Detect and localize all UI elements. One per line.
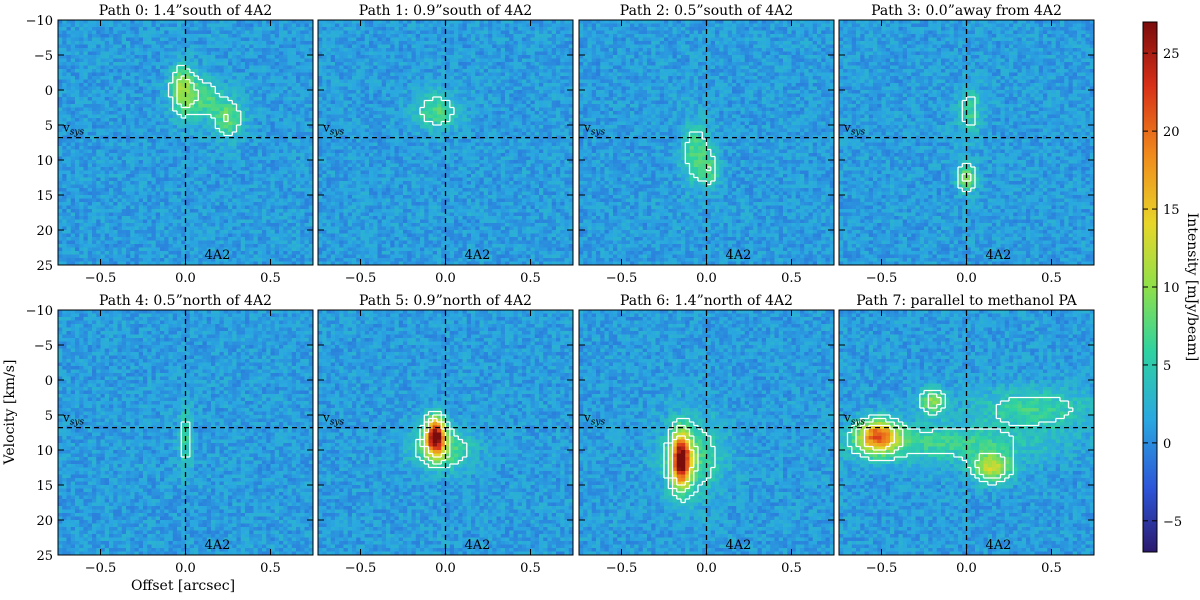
pv-panel-7: −0.5 0.0 0.5 Path 7: parallel to methanol P… — [838, 293, 1095, 576]
intensity-contour — [667, 424, 699, 493]
source-label: 4A2 — [986, 538, 1012, 553]
panel-title: Path 4: 0.5”north of 4A2 — [99, 293, 272, 309]
x-tick-label: 0.0 — [696, 561, 717, 576]
intensity-contour — [957, 96, 976, 193]
colorbar-tick-label: 5 — [1163, 359, 1171, 374]
panel-title: Path 7: parallel to methanol PA — [856, 293, 1077, 309]
intensity-contour — [863, 424, 895, 451]
colorbar-tick-label: 0 — [1163, 437, 1171, 452]
source-label: 4A2 — [726, 248, 752, 263]
x-tick-label: 0.5 — [520, 561, 541, 576]
pv-panel-4: −10 −5 0 5 10 15 20 25 −0.5 0.0 0.5 Path 4: 0.5”nor… — [26, 293, 314, 576]
x-tick-label: 0.0 — [435, 271, 456, 286]
x-tick-label: 0.5 — [260, 561, 281, 576]
source-label: 4A2 — [986, 248, 1012, 263]
intensity-contour — [671, 435, 695, 486]
panel-title: Path 5: 0.9”north of 4A2 — [359, 293, 532, 309]
y-tick-label: 10 — [36, 444, 53, 459]
x-tick-label: 0.0 — [956, 561, 977, 576]
pv-heatmap — [58, 20, 313, 265]
pv-heatmap — [318, 310, 573, 555]
y-tick-label: 5 — [45, 409, 53, 424]
y-tick-label: 15 — [36, 189, 53, 204]
y-tick-label: 0 — [45, 374, 53, 389]
pv-heatmap — [58, 310, 313, 555]
x-tick-label: 0.0 — [696, 271, 717, 286]
intensity-contour — [961, 173, 972, 182]
source-label: 4A2 — [205, 538, 231, 553]
colorbar-tick-label: 15 — [1163, 203, 1180, 218]
x-tick-label: −0.5 — [345, 271, 377, 286]
y-tick-label: 10 — [36, 154, 53, 169]
y-tick-label: 0 — [45, 84, 53, 99]
source-label: 4A2 — [205, 248, 231, 263]
y-tick-label: 20 — [36, 514, 53, 529]
colorbar-tick-label: −5 — [1163, 515, 1182, 530]
y-tick-label: 5 — [45, 119, 53, 134]
intensity-contour — [180, 421, 191, 458]
colorbar-tick-label: 10 — [1163, 281, 1180, 296]
x-tick-label: −0.5 — [606, 561, 638, 576]
y-axis-label: Velocity [km/s] — [2, 360, 18, 466]
x-tick-label: −0.5 — [85, 561, 117, 576]
y-tick-label: −5 — [34, 339, 53, 354]
pv-heatmap — [318, 20, 573, 265]
x-tick-label: 0.0 — [435, 561, 456, 576]
x-tick-label: 0.0 — [175, 561, 196, 576]
y-tick-label: −5 — [34, 49, 53, 64]
intensity-contour — [663, 417, 716, 504]
x-tick-label: 0.5 — [260, 271, 281, 286]
source-label: 4A2 — [465, 248, 491, 263]
y-tick-label: 25 — [36, 549, 53, 564]
x-tick-label: −0.5 — [866, 561, 898, 576]
x-tick-label: −0.5 — [866, 271, 898, 286]
colorbar: −5 0 5 10 15 20 25 Intensity [mJy/beam] — [1142, 21, 1200, 553]
x-tick-label: 0.5 — [781, 561, 802, 576]
x-tick-label: 0.5 — [781, 271, 802, 286]
x-tick-label: 0.5 — [520, 271, 541, 286]
pv-heatmap — [579, 310, 834, 555]
x-tick-label: 0.0 — [956, 271, 977, 286]
panel-title: Path 1: 0.9”south of 4A2 — [359, 3, 532, 19]
x-tick-label: 0.0 — [175, 271, 196, 286]
x-tick-label: 0.5 — [1041, 271, 1062, 286]
x-tick-label: −0.5 — [345, 561, 377, 576]
y-tick-label: 15 — [36, 479, 53, 494]
x-tick-label: 0.5 — [1041, 561, 1062, 576]
panel-title: Path 3: 0.0”away from 4A2 — [871, 3, 1062, 19]
panel-title: Path 2: 0.5”south of 4A2 — [620, 3, 793, 19]
colorbar-label: Intensity [mJy/beam] — [1184, 213, 1200, 361]
panel-title: Path 6: 1.4”north of 4A2 — [620, 293, 793, 309]
colorbar-tick-label: 25 — [1163, 47, 1180, 62]
pv-heatmap — [839, 20, 1094, 265]
y-tick-label: −10 — [26, 304, 53, 319]
pv-heatmap — [839, 310, 1094, 555]
y-tick-label: 25 — [36, 259, 53, 274]
x-tick-label: −0.5 — [85, 271, 117, 286]
intensity-contour — [419, 96, 455, 126]
pv-panel-0: −10 −5 0 5 10 15 20 25 −0.5 0.0 0.5 Path 0: 1.4”sou… — [26, 3, 314, 286]
colorbar-tick-label: 20 — [1163, 125, 1180, 140]
panel-title: Path 0: 1.4”south of 4A2 — [99, 3, 272, 19]
intensity-contour — [167, 64, 242, 137]
intensity-contour — [855, 393, 1006, 479]
x-tick-label: −0.5 — [606, 271, 638, 286]
x-axis-label: Offset [arcsec] — [131, 578, 235, 594]
y-tick-label: 20 — [36, 224, 53, 239]
source-label: 4A2 — [726, 538, 752, 553]
y-tick-label: −10 — [26, 14, 53, 29]
source-label: 4A2 — [465, 538, 491, 553]
